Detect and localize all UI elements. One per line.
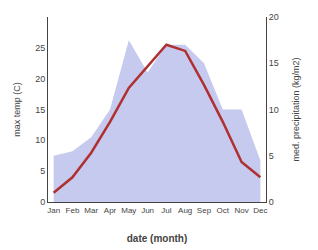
svg-text:20: 20: [269, 12, 279, 22]
svg-text:25: 25: [35, 43, 45, 53]
svg-text:med. precipitation (kg/m2): med. precipitation (kg/m2): [291, 57, 301, 161]
svg-text:date (month): date (month): [127, 233, 188, 244]
svg-text:May: May: [121, 206, 136, 215]
svg-text:Jun: Jun: [141, 206, 154, 215]
svg-text:5: 5: [269, 151, 274, 161]
svg-text:0: 0: [40, 197, 45, 207]
svg-text:Dec: Dec: [253, 206, 267, 215]
svg-text:Apr: Apr: [104, 206, 117, 215]
svg-text:Jan: Jan: [47, 206, 60, 215]
svg-text:max temp (C): max temp (C): [12, 82, 22, 137]
svg-text:10: 10: [269, 105, 279, 115]
svg-text:5: 5: [40, 166, 45, 176]
svg-text:15: 15: [35, 105, 45, 115]
svg-text:Jul: Jul: [161, 206, 171, 215]
svg-text:Feb: Feb: [66, 206, 80, 215]
svg-text:Oct: Oct: [217, 206, 230, 215]
svg-text:10: 10: [35, 135, 45, 145]
svg-text:0: 0: [269, 197, 274, 207]
svg-text:15: 15: [269, 58, 279, 68]
svg-text:Sep: Sep: [197, 206, 212, 215]
svg-text:Nov: Nov: [234, 206, 248, 215]
svg-text:Mar: Mar: [84, 206, 98, 215]
svg-text:20: 20: [35, 74, 45, 84]
svg-text:Aug: Aug: [178, 206, 192, 215]
